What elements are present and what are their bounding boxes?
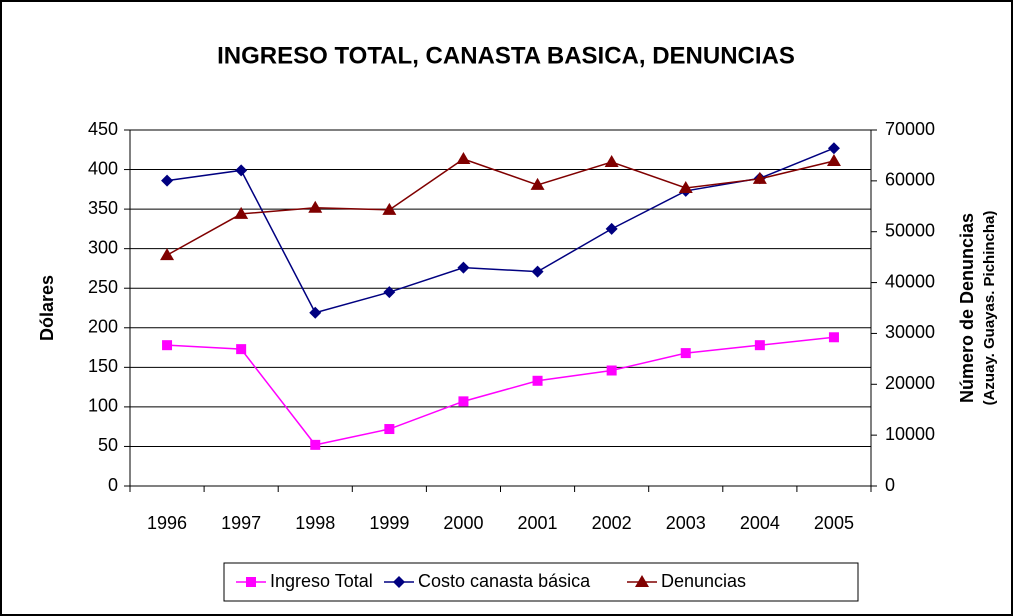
- y2-tick-label: 40000: [885, 271, 935, 291]
- y-tick-label: 100: [88, 396, 118, 416]
- data-point: [310, 439, 321, 450]
- x-tick-label: 1996: [147, 513, 187, 533]
- data-point: [384, 424, 395, 435]
- y-tick-label: 200: [88, 317, 118, 337]
- y2-axis-sublabel: (Azuay. Guayas. Pichincha): [981, 211, 998, 406]
- data-point: [752, 171, 767, 184]
- y2-tick-label: 50000: [885, 220, 935, 240]
- data-point: [456, 151, 471, 164]
- data-point: [236, 344, 247, 355]
- legend-box: [223, 562, 859, 602]
- y-tick-label: 150: [88, 356, 118, 376]
- legend-label: Ingreso Total: [270, 571, 373, 591]
- data-point: [605, 222, 618, 235]
- data-point: [161, 174, 174, 187]
- x-tick-label: 1997: [221, 513, 261, 533]
- data-point: [457, 261, 470, 274]
- y-tick-label: 350: [88, 198, 118, 218]
- y-tick-label: 400: [88, 158, 118, 178]
- data-point: [308, 200, 323, 213]
- data-point: [604, 155, 619, 168]
- x-tick-label: 1999: [369, 513, 409, 533]
- data-point: [754, 340, 765, 351]
- series-line: [166, 158, 835, 256]
- y2-tick-label: 60000: [885, 170, 935, 190]
- y-tick-label: 250: [88, 277, 118, 297]
- legend-marker: [246, 577, 256, 587]
- y-tick-label: 300: [88, 237, 118, 257]
- legend-marker: [635, 575, 649, 587]
- y-tick-label: 50: [98, 435, 118, 455]
- legend-marker: [393, 576, 405, 588]
- data-point: [530, 177, 545, 190]
- data-point: [531, 265, 544, 278]
- y2-tick-label: 20000: [885, 373, 935, 393]
- y2-axis-label: Número de Denuncias: [957, 213, 977, 403]
- x-tick-label: 2001: [518, 513, 558, 533]
- data-point: [383, 286, 396, 299]
- data-point: [160, 248, 175, 261]
- x-tick-label: 2000: [443, 513, 483, 533]
- data-point: [680, 348, 691, 359]
- y2-tick-label: 30000: [885, 322, 935, 342]
- legend-label: Costo canasta básica: [418, 571, 591, 591]
- x-tick-label: 2003: [666, 513, 706, 533]
- data-point: [235, 164, 248, 177]
- y2-tick-label: 70000: [885, 119, 935, 139]
- x-tick-label: 2005: [814, 513, 854, 533]
- data-point: [606, 365, 617, 376]
- data-point: [826, 154, 841, 167]
- series-line: [166, 147, 835, 314]
- x-tick-label: 1998: [295, 513, 335, 533]
- data-point: [678, 180, 693, 193]
- y-axis-label: Dólares: [37, 275, 57, 341]
- data-point: [309, 306, 322, 319]
- legend-label: Denuncias: [661, 571, 746, 591]
- x-tick-label: 2002: [592, 513, 632, 533]
- data-point: [458, 396, 469, 407]
- y2-tick-label: 0: [885, 475, 895, 495]
- y-tick-label: 450: [88, 119, 118, 139]
- data-point: [382, 202, 397, 215]
- y2-tick-label: 10000: [885, 424, 935, 444]
- data-point: [827, 142, 840, 155]
- data-point: [828, 332, 839, 343]
- y-tick-label: 0: [108, 475, 118, 495]
- data-point: [162, 340, 173, 351]
- data-point: [234, 206, 249, 219]
- data-point: [532, 375, 543, 386]
- series-line: [167, 336, 835, 446]
- chart-title: INGRESO TOTAL, CANASTA BASICA, DENUNCIAS: [217, 42, 795, 69]
- x-tick-label: 2004: [740, 513, 780, 533]
